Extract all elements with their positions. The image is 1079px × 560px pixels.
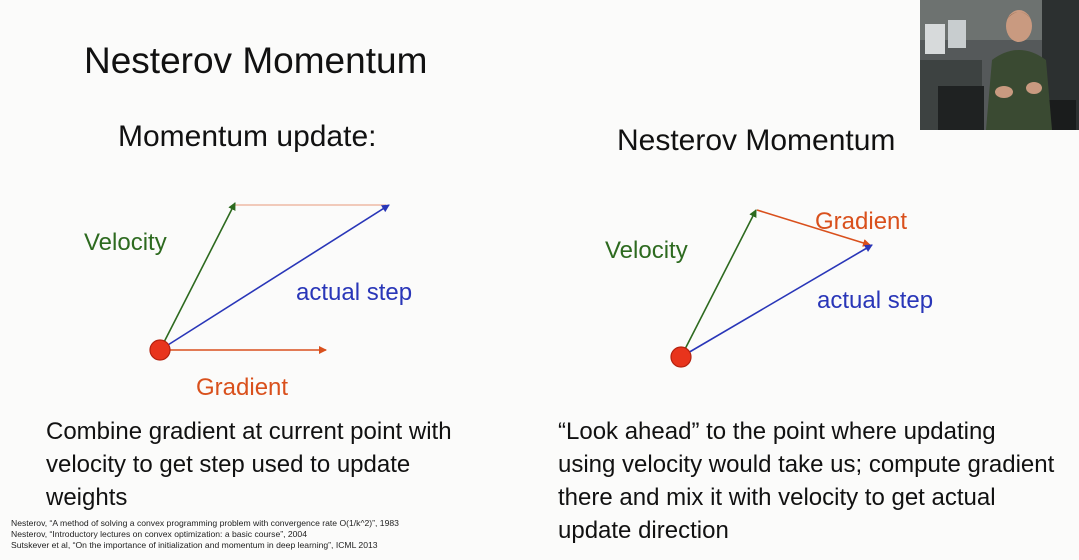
nesterov-diagram	[670, 209, 873, 368]
presenter-webcam	[920, 0, 1079, 130]
actual-step-label-right: actual step	[817, 287, 934, 314]
actual-step-arrow	[680, 244, 873, 358]
slide-title: Nesterov Momentum	[84, 40, 428, 81]
actual-step-label-left: actual step	[296, 279, 413, 306]
current-point	[149, 339, 171, 361]
reference-item: Sutskever et al, “On the importance of i…	[11, 540, 378, 551]
nesterov-heading: Nesterov Momentum	[617, 124, 896, 157]
nesterov-description: “Look ahead” to the point where updating…	[558, 418, 1055, 544]
velocity-arrow	[680, 209, 757, 358]
reference-item: Nesterov, “A method of solving a convex …	[11, 518, 399, 528]
gradient-label-left: Gradient	[196, 374, 289, 401]
current-point	[670, 346, 692, 368]
velocity-arrow	[159, 202, 236, 351]
reference-item: Nesterov, “Introductory lectures on conv…	[11, 529, 307, 540]
actual-step-arrow	[159, 204, 390, 351]
velocity-label-left: Velocity	[84, 229, 167, 256]
gradient-label-right: Gradient	[815, 208, 908, 235]
momentum-description: Combine gradient at current point with v…	[46, 418, 452, 511]
velocity-label-right: Velocity	[605, 237, 688, 264]
gradient-arrow	[756, 209, 871, 247]
references: Nesterov, “A method of solving a convex …	[11, 518, 481, 552]
momentum-heading: Momentum update:	[118, 120, 377, 153]
presenter-image	[920, 0, 1079, 130]
momentum-diagram	[149, 202, 390, 361]
